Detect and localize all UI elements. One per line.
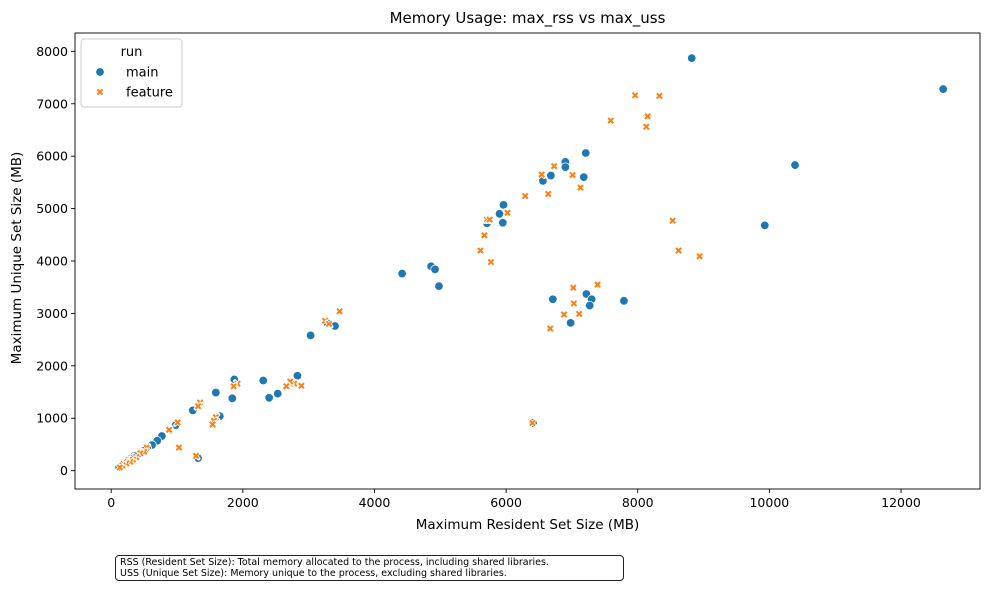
point-feature (574, 309, 584, 319)
y-tick-label: 1000 (36, 411, 68, 426)
point-feature (576, 183, 585, 193)
y-tick-label: 5000 (36, 201, 68, 216)
series-main (114, 53, 948, 472)
point-feature (485, 215, 495, 224)
plot-area (114, 53, 948, 472)
legend-entry-main: main (126, 66, 158, 81)
y-axis-label: Maximum Unique Set Size (MB) (9, 152, 25, 365)
point-feature (695, 251, 705, 261)
point-feature (115, 463, 125, 472)
point-feature (486, 257, 496, 267)
point-feature (668, 216, 678, 226)
point-feature (674, 246, 683, 255)
point-main (273, 388, 283, 399)
point-feature (324, 319, 334, 329)
x-tick-label: 6000 (490, 495, 522, 510)
point-main (581, 148, 591, 158)
point-main (211, 387, 221, 398)
x-tick-label: 0 (107, 495, 115, 510)
x-tick-label: 10000 (749, 495, 789, 510)
x-tick-label: 4000 (359, 495, 391, 510)
point-main (494, 209, 505, 219)
point-feature (476, 246, 485, 255)
point-main (790, 160, 800, 170)
series-feature (115, 90, 705, 472)
point-main (687, 53, 697, 63)
point-main (548, 294, 558, 304)
point-feature (537, 170, 547, 179)
point-main (258, 375, 268, 386)
point-main (760, 220, 770, 231)
point-main (546, 170, 556, 181)
point-main (434, 281, 444, 291)
footnote-rss: RSS (Resident Set Size): Total memory al… (120, 557, 549, 568)
legend-entry-feature: feature (126, 86, 173, 101)
x-axis-label: Maximum Resident Set Size (MB) (416, 517, 640, 533)
point-feature (568, 170, 577, 180)
point-feature (281, 381, 291, 391)
point-main (264, 393, 274, 403)
point-feature (229, 381, 239, 391)
point-feature (549, 161, 559, 171)
point-main (584, 300, 595, 311)
legend-marker-feature (95, 87, 105, 97)
legend: run main feature (80, 38, 183, 108)
point-feature (174, 443, 184, 452)
footnote-box: RSS (Resident Set Size): Total memory al… (115, 555, 624, 581)
point-main (397, 268, 407, 279)
point-feature (569, 299, 579, 308)
point-feature (528, 418, 537, 428)
y-tick-label: 2000 (36, 358, 68, 373)
point-feature (606, 116, 616, 125)
point-main (498, 200, 509, 210)
point-feature (297, 381, 306, 391)
y-tick-label: 7000 (36, 96, 68, 111)
point-feature (641, 122, 651, 132)
legend-box (80, 38, 183, 108)
point-feature (655, 91, 664, 101)
chart-title: Memory Usage: max_rss vs max_uss (390, 9, 666, 28)
point-feature (543, 189, 553, 199)
point-feature (630, 90, 640, 100)
y-tick-label: 0 (60, 463, 68, 478)
point-feature (479, 230, 489, 240)
point-feature (545, 324, 555, 334)
point-main (305, 330, 316, 341)
point-main (619, 296, 629, 306)
y-tick-label: 6000 (36, 149, 68, 164)
legend-title: run (121, 45, 143, 60)
point-feature (208, 420, 217, 429)
point-feature (643, 111, 653, 121)
point-main (498, 218, 508, 228)
point-feature (520, 191, 530, 201)
y-tick-label: 3000 (36, 306, 68, 321)
point-feature (559, 310, 569, 319)
point-main (938, 84, 948, 94)
point-feature (593, 280, 602, 289)
point-feature (568, 283, 578, 293)
point-feature (191, 451, 201, 461)
point-feature (335, 306, 344, 316)
point-feature (503, 208, 512, 218)
point-feature (173, 418, 183, 427)
y-tick-label: 4000 (36, 254, 68, 269)
point-main (560, 162, 571, 172)
point-main (579, 172, 589, 182)
x-tick-label: 8000 (622, 495, 654, 510)
x-tick-label: 2000 (227, 495, 259, 510)
point-feature (164, 425, 174, 435)
footnote-uss: USS (Unique Set Size): Memory unique to … (120, 568, 507, 579)
point-main (227, 393, 238, 404)
y-tick-label: 8000 (36, 44, 68, 59)
legend-marker-main (95, 67, 105, 77)
point-feature (193, 401, 203, 411)
axes: 0 2000 4000 6000 8000 10000 12000 0 1000 2000 3000… (36, 32, 981, 510)
point-main (430, 264, 440, 275)
point-main (565, 318, 576, 328)
x-tick-label: 12000 (881, 495, 921, 510)
